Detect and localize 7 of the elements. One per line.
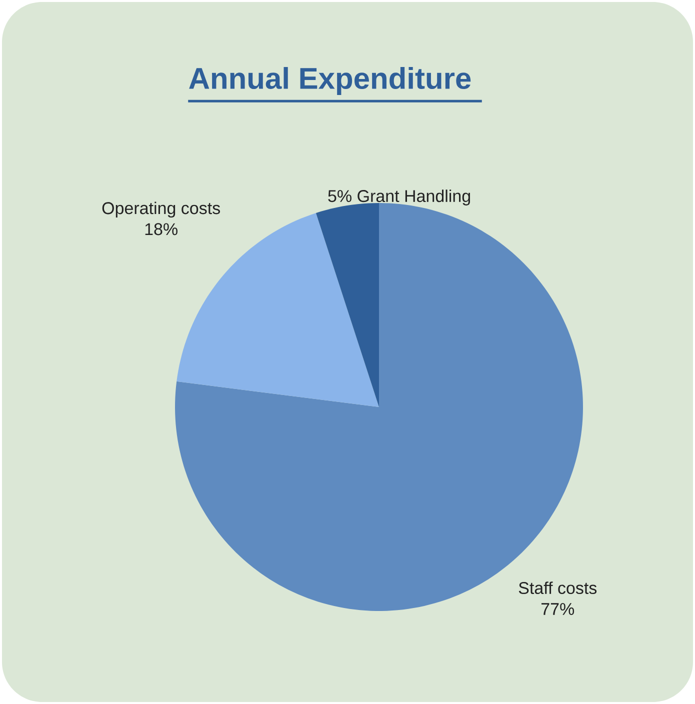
slice-label: Staff costs xyxy=(518,582,597,594)
slice-label: Grant Handling xyxy=(358,190,470,206)
slice-label: Operating costs xyxy=(102,202,220,218)
data-label: 77% xyxy=(541,603,574,615)
data-label: 5% xyxy=(328,190,352,202)
data-label: 18% xyxy=(145,223,178,236)
chart-title: Annual Expenditure xyxy=(189,67,471,95)
